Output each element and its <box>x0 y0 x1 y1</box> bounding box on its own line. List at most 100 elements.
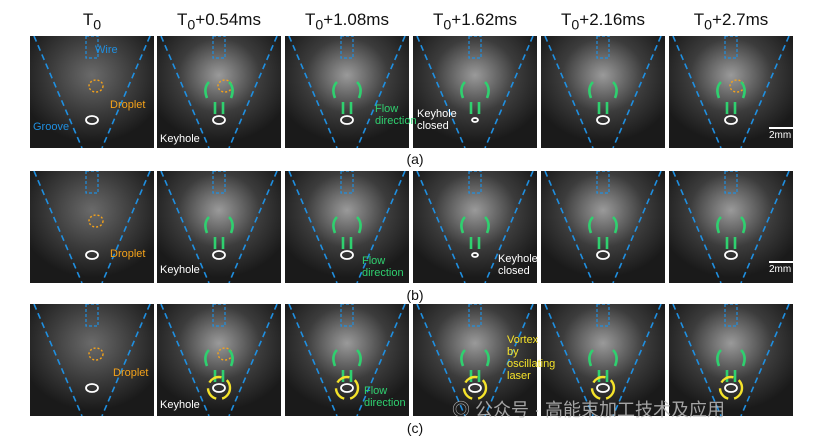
frame-r1-c4 <box>541 171 665 283</box>
wire-outline <box>85 304 99 327</box>
groove-line-left <box>544 304 594 416</box>
droplet-outline <box>88 79 104 93</box>
wire-outline <box>340 171 354 194</box>
groove-line-left <box>33 36 83 148</box>
groove-line-left <box>544 36 594 148</box>
flow-arrow <box>588 349 594 367</box>
flow-arrow <box>716 81 722 99</box>
wire-outline <box>340 304 354 327</box>
flow-arrow <box>740 216 746 234</box>
flow-arrow <box>332 81 338 99</box>
keyhole-outline <box>340 383 354 393</box>
flow-arrow <box>484 81 490 99</box>
groove-line-right <box>356 171 406 283</box>
groove-line-right <box>612 304 662 416</box>
frame-background <box>669 304 793 416</box>
groove-line-right <box>101 36 151 148</box>
groove-line-left <box>160 171 210 283</box>
frame-background <box>413 36 537 148</box>
keyhole-label-b: Keyhole <box>160 264 200 276</box>
frame-r0-c2 <box>285 36 409 148</box>
wire-outline <box>468 36 482 59</box>
groove-line-right <box>612 36 662 148</box>
flow-arrow <box>612 81 618 99</box>
frame-r1-c3 <box>413 171 537 283</box>
groove-line-left <box>672 171 722 283</box>
wire-outline <box>340 36 354 59</box>
frame-r2-c4 <box>541 304 665 416</box>
wire-outline <box>724 304 738 327</box>
keyhole-outline <box>212 115 226 125</box>
flow-label-b: Flow direction <box>362 255 404 279</box>
keyhole-outline <box>596 383 610 393</box>
keyhole-outline <box>340 115 354 125</box>
groove-line-right <box>101 171 151 283</box>
keyhole-closed-label-a: Keyhole closed <box>417 108 457 132</box>
groove-line-left <box>672 304 722 416</box>
caption-c: (c) <box>406 420 424 436</box>
keyhole-outline <box>724 250 738 260</box>
keyhole-label-c: Keyhole <box>160 399 200 411</box>
flow-arrow <box>356 81 362 99</box>
wire-outline <box>596 171 610 194</box>
frame-r0-c1 <box>157 36 281 148</box>
groove-line-right <box>101 304 151 416</box>
vortex-arrow <box>462 375 488 401</box>
wire-outline <box>724 171 738 194</box>
frame-background <box>30 304 154 416</box>
flow-arrow <box>332 349 338 367</box>
keyhole-label-a: Keyhole <box>160 133 200 145</box>
groove-line-right <box>228 304 278 416</box>
frame-background <box>157 304 281 416</box>
frame-background <box>669 171 793 283</box>
flow-arrow <box>228 349 234 367</box>
keyhole-outline <box>596 115 610 125</box>
frame-r1-c0 <box>30 171 154 283</box>
groove-line-left <box>33 304 83 416</box>
groove-line-right <box>484 304 534 416</box>
frame-r2-c5 <box>669 304 793 416</box>
time-label-2: T0+1.08ms <box>305 10 389 34</box>
groove-line-right <box>356 304 406 416</box>
flow-arrow <box>740 349 746 367</box>
time-label-1: T0+0.54ms <box>177 10 261 34</box>
frame-background <box>30 171 154 283</box>
frame-background <box>285 171 409 283</box>
groove-line-right <box>740 36 790 148</box>
vortex-label: Vortex by oscillating laser <box>507 334 556 382</box>
flow-arrow <box>204 81 210 99</box>
vortex-arrow <box>334 375 360 401</box>
scale-bar-b: 2mm <box>769 261 793 275</box>
flow-arrow <box>484 216 490 234</box>
keyhole-outline <box>85 383 99 393</box>
flow-label-a: Flow direction <box>375 103 417 127</box>
flow-arrow <box>588 81 594 99</box>
flow-arrow <box>484 349 490 367</box>
keyhole-outline <box>85 250 99 260</box>
droplet-outline <box>88 347 104 361</box>
flow-arrow <box>612 349 618 367</box>
frame-r2-c0 <box>30 304 154 416</box>
groove-line-left <box>288 304 338 416</box>
wire-outline <box>212 304 226 327</box>
time-label-5: T0+2.7ms <box>693 10 769 34</box>
time-label-3: T0+1.62ms <box>433 10 517 34</box>
frame-r1-c5 <box>669 171 793 283</box>
groove-line-right <box>740 304 790 416</box>
frame-r2-c3 <box>413 304 537 416</box>
vortex-arrow <box>590 375 616 401</box>
flow-arrow <box>204 349 210 367</box>
droplet-label-a: Droplet <box>110 99 146 111</box>
frame-background <box>541 36 665 148</box>
flow-label-c: Flow direction <box>364 385 406 409</box>
flow-arrow <box>204 216 210 234</box>
keyhole-outline <box>724 115 738 125</box>
time-label-4: T0+2.16ms <box>561 10 645 34</box>
flow-arrow <box>228 81 234 99</box>
groove-line-left <box>33 171 83 283</box>
groove-line-left <box>416 304 466 416</box>
caption-a: (a) <box>406 151 424 167</box>
frame-r1-c1 <box>157 171 281 283</box>
frame-r0-c4 <box>541 36 665 148</box>
frame-background <box>30 36 154 148</box>
